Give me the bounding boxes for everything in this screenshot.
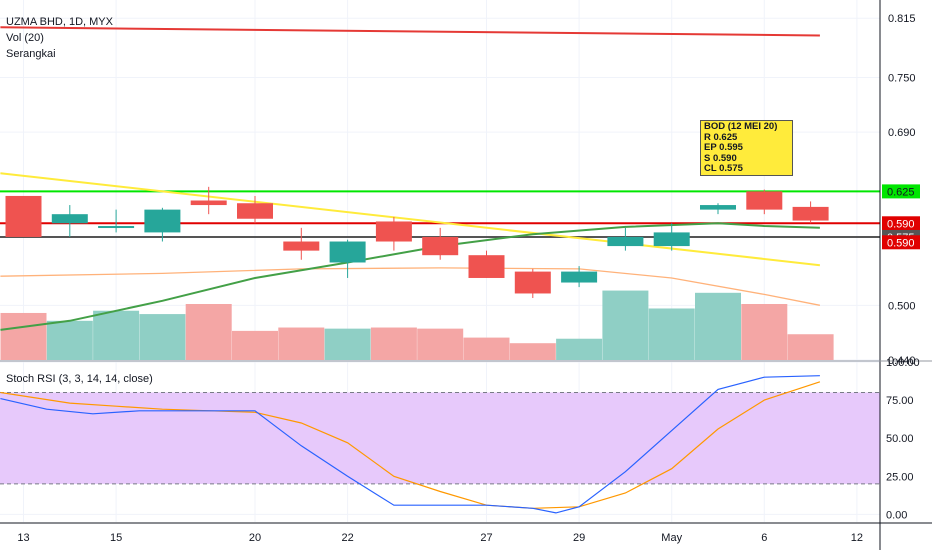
symbol-label[interactable]: UZMA BHD, 1D, MYX: [6, 16, 113, 28]
volume-bar: [139, 314, 186, 360]
candle-body: [98, 226, 135, 229]
candle-body: [51, 214, 88, 224]
y-tick-label: 50.00: [886, 433, 914, 445]
volume-bar: [602, 290, 649, 360]
volume-bar: [695, 292, 741, 360]
price-badge: [882, 184, 920, 199]
candles: [5, 186, 829, 299]
candle-body: [653, 232, 690, 247]
annotation-box[interactable]: BOD (12 MEI 20) R 0.625 EP 0.595 S 0.590…: [700, 120, 793, 176]
volume-bar: [648, 308, 695, 360]
annotation-line: CL 0.575: [704, 163, 743, 174]
y-tick-label: 75.00: [886, 395, 914, 407]
annotation-line: BOD (12 MEI 20): [704, 121, 778, 132]
y-tick-label: 0.750: [888, 72, 916, 84]
volume-bar: [741, 304, 788, 360]
volume-bars: [0, 290, 834, 360]
volume-bar: [463, 337, 510, 360]
y-tick-label: 0.690: [888, 127, 916, 139]
candle-body: [144, 209, 181, 233]
stoch-d-line: [0, 381, 821, 509]
chart-legend: UZMA BHD, 1D, MYX Vol (20) Serangkai: [6, 14, 113, 62]
annotation-line: EP 0.595: [704, 142, 743, 153]
y-tick-label: 0.00: [886, 509, 907, 521]
candle-body: [5, 195, 42, 237]
x-tick-label: 22: [341, 532, 353, 544]
volume-indicator-label[interactable]: Vol (20): [6, 32, 44, 44]
candle-body: [283, 241, 320, 251]
candle-body: [422, 236, 459, 256]
x-tick-label: 6: [761, 532, 767, 544]
stoch-k-line: [0, 375, 820, 514]
price-badge-label: 0.590: [887, 218, 915, 230]
volume-bar: [185, 304, 232, 360]
candle-body: [468, 255, 505, 278]
y-tick-label: 0.440: [888, 355, 916, 367]
stoch-rsi-label[interactable]: Stoch RSI (3, 3, 14, 14, close): [6, 373, 153, 385]
y-tick-label: 0.815: [888, 13, 916, 25]
candle-body: [329, 241, 366, 263]
price-badge: [882, 216, 920, 231]
short-ma-line: [0, 267, 821, 306]
volume-bar: [509, 343, 556, 360]
volume-bar: [93, 310, 140, 360]
overbought-oversold-band: [0, 392, 880, 484]
price-badge: [882, 235, 920, 250]
volume-bar: [324, 328, 371, 360]
volume-bar: [232, 330, 278, 360]
x-tick-label: 29: [573, 532, 585, 544]
x-tick-label: 15: [110, 532, 122, 544]
y-tick-label: 100.00: [886, 357, 920, 369]
candle-body: [746, 191, 783, 210]
candle-body: [607, 236, 644, 247]
annotation-line: S 0.590: [704, 152, 737, 164]
x-tick-label: 20: [249, 532, 261, 544]
x-tick-label: 12: [851, 532, 863, 544]
price-axis-background: [880, 0, 932, 550]
x-tick-label: 13: [17, 532, 29, 544]
candle-body: [561, 271, 598, 283]
price-badge-label: 0.590: [887, 237, 915, 249]
candle-body: [514, 271, 551, 294]
price-badge-label: 0.625: [887, 186, 915, 198]
candle-body: [190, 200, 227, 206]
volume-bar: [278, 327, 325, 360]
volume-bar: [0, 312, 47, 360]
volume-bar: [46, 320, 93, 360]
x-tick-label: 27: [480, 532, 492, 544]
volume-bar: [556, 338, 603, 360]
trend-line: [0, 172, 821, 267]
candle-body: [375, 221, 412, 242]
x-tick-label: May: [661, 532, 682, 544]
volume-bar: [370, 327, 417, 360]
stoch-rsi-band: [0, 391, 880, 485]
annotation-line: R 0.625: [704, 131, 738, 143]
long-ma-line: [0, 26, 820, 37]
candle-body: [792, 206, 829, 221]
volume-bar: [417, 328, 464, 360]
candle-body: [700, 205, 736, 210]
candle-body: [237, 203, 273, 219]
indicator-label[interactable]: Serangkai: [6, 48, 56, 60]
y-tick-label: 0.500: [888, 300, 916, 312]
y-tick-label: 25.00: [886, 471, 914, 483]
volume-bar: [787, 334, 834, 360]
